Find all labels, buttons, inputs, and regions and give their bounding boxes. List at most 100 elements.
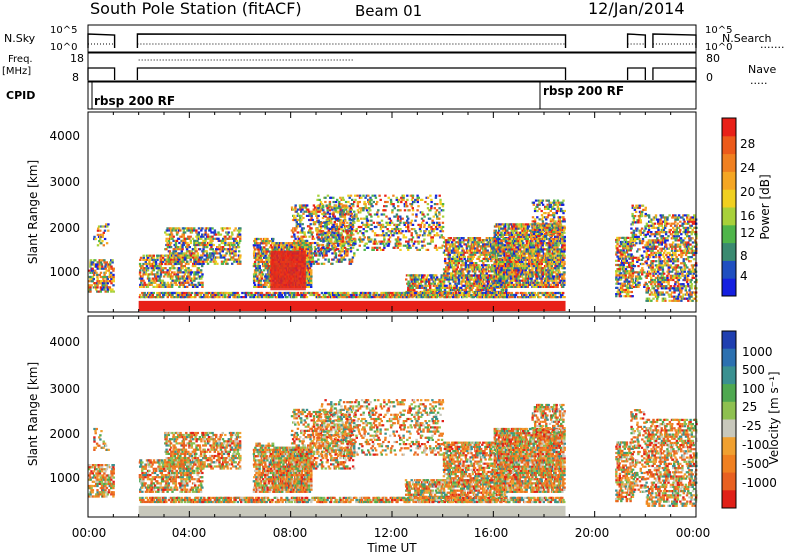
power-cell: [172, 227, 175, 230]
power-cell: [432, 276, 436, 279]
power-cell: [339, 221, 342, 224]
power-cell: [341, 213, 344, 216]
power-cell: [411, 244, 415, 247]
power-cell: [434, 213, 438, 216]
power-cell: [453, 262, 456, 265]
power-cell: [256, 279, 259, 282]
power-cell: [468, 282, 471, 285]
power-cell: [227, 241, 230, 245]
power-cell: [362, 232, 365, 235]
power-cell: [392, 205, 395, 208]
power-cell: [93, 282, 97, 285]
power-cell: [161, 285, 165, 288]
power-cell: [474, 270, 477, 273]
power-cell: [235, 239, 239, 242]
power-cell: [266, 262, 269, 266]
power-cell: [296, 235, 300, 238]
power-cell: [365, 194, 368, 197]
power-cell: [478, 255, 481, 258]
power-cell: [415, 246, 418, 249]
power-cell: [385, 205, 388, 208]
power-cell: [508, 242, 511, 245]
power-cell: [430, 274, 433, 277]
power-cell: [101, 265, 104, 268]
power-cell: [336, 229, 340, 232]
power-cell: [109, 280, 112, 283]
power-cell: [483, 284, 486, 287]
power-cell: [498, 271, 501, 274]
power-cell: [465, 259, 469, 263]
power-cell: [97, 280, 100, 283]
power-cell: [316, 216, 319, 220]
power-cell: [271, 246, 274, 249]
power-cell: [217, 246, 220, 249]
power-cell: [395, 232, 399, 235]
power-cell: [188, 283, 191, 286]
power-cell: [315, 260, 318, 263]
power-cell: [294, 208, 297, 211]
power-cell: [96, 284, 99, 287]
power-cell: [508, 285, 511, 288]
power-cell: [197, 283, 200, 286]
power-cell: [378, 221, 381, 224]
power-cell: [317, 244, 320, 247]
power-cell: [184, 262, 188, 265]
power-cell: [106, 263, 110, 266]
power-cell: [96, 265, 99, 268]
power-cell: [450, 276, 454, 279]
power-cell: [112, 267, 115, 270]
power-cell: [410, 278, 414, 281]
power-cell: [188, 250, 191, 253]
power-cell: [477, 266, 480, 269]
power-cell: [315, 252, 318, 255]
power-cell: [344, 241, 348, 245]
power-cell: [177, 256, 181, 259]
power-cell: [139, 258, 142, 261]
power-cell: [238, 231, 241, 234]
power-cell: [430, 198, 433, 201]
power-cell: [410, 282, 413, 285]
power-cell: [480, 284, 484, 287]
power-cell: [198, 262, 202, 265]
power-cell: [409, 286, 412, 289]
power-cell: [381, 223, 385, 226]
power-cell: [109, 288, 112, 291]
power-cell: [478, 270, 481, 273]
power-cell: [175, 258, 178, 261]
power-cell: [89, 286, 92, 289]
power-cell: [145, 254, 149, 257]
power-cell: [107, 229, 110, 232]
power-cell: [426, 213, 430, 216]
power-cell: [376, 234, 379, 237]
power-cell: [310, 285, 313, 288]
power-cell: [180, 281, 183, 284]
power-cell: [266, 242, 269, 245]
power-cell: [432, 278, 436, 281]
power-cell: [456, 259, 459, 263]
power-cell: [485, 253, 488, 256]
power-cell: [474, 278, 477, 281]
power-cell: [332, 200, 335, 204]
power-cell: [185, 267, 188, 270]
power-cell: [416, 240, 419, 243]
power-cell: [376, 211, 379, 214]
power-cell: [502, 280, 506, 283]
power-cell: [456, 270, 460, 273]
power-cell: [324, 248, 327, 251]
power-cell: [428, 234, 432, 237]
power-cell: [450, 264, 454, 267]
power-cell: [156, 258, 159, 261]
power-cell: [459, 245, 462, 248]
power-cell: [434, 244, 437, 247]
power-cell: [186, 241, 189, 245]
power-cell: [505, 275, 508, 278]
power-cell: [334, 209, 337, 212]
power-cell: [159, 269, 163, 272]
power-cell: [267, 256, 271, 259]
power-cell: [498, 248, 501, 251]
power-cell: [148, 279, 151, 282]
power-cell: [331, 217, 334, 220]
power-cell: [359, 209, 363, 212]
power-cell: [482, 262, 485, 265]
power-cell: [445, 239, 448, 242]
